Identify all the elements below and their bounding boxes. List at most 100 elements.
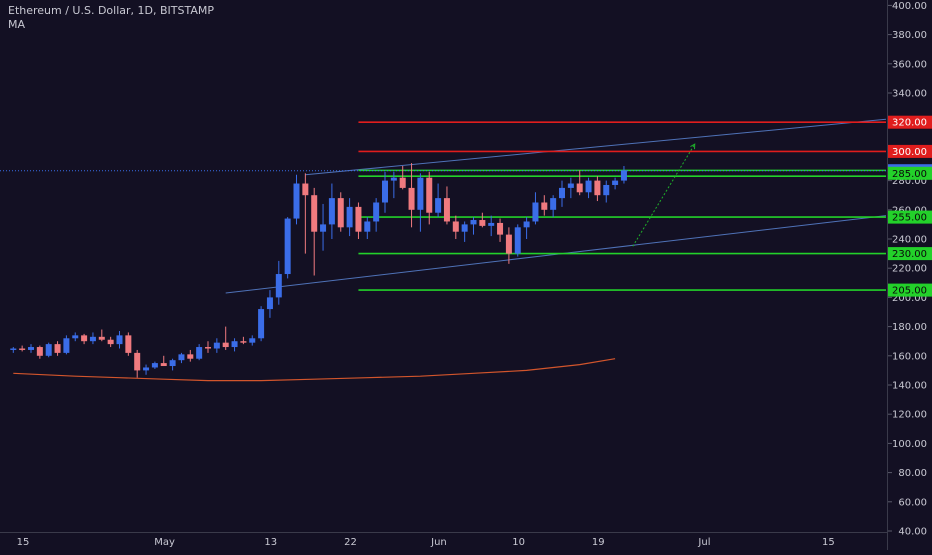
candle-body <box>514 227 521 254</box>
candle <box>125 332 132 356</box>
resistance-price-label: 320.00 <box>888 115 932 129</box>
candle <box>620 166 627 184</box>
candle-body <box>258 309 265 339</box>
support-price-label: 230.00 <box>888 247 932 261</box>
price-label-box <box>888 283 932 297</box>
candle <box>373 198 380 232</box>
projection-arrowhead <box>690 143 696 150</box>
candle <box>505 227 512 264</box>
candle <box>89 332 96 345</box>
candle <box>399 166 406 190</box>
candle <box>98 329 105 342</box>
candle-body <box>479 220 486 226</box>
resistance-price-label: 300.00 <box>888 144 932 158</box>
candle <box>567 177 574 199</box>
time-tick-label: May <box>154 537 175 548</box>
candle <box>63 335 70 355</box>
price-label-box <box>888 144 932 158</box>
candle-body <box>399 177 406 188</box>
candle <box>266 290 273 318</box>
candles-layer <box>10 163 627 378</box>
candle-body <box>72 335 79 339</box>
candle <box>284 217 291 279</box>
candle-body <box>541 202 548 210</box>
candle-body <box>320 224 327 232</box>
symbol-title: Ethereum / U.S. Dollar, 1D, BITSTAMP <box>8 4 214 17</box>
candle <box>585 177 592 199</box>
price-label-text: 205.00 <box>892 286 927 297</box>
candle-body <box>603 184 610 196</box>
candle-body <box>408 187 415 210</box>
candle <box>249 335 256 346</box>
candle-body <box>36 347 43 356</box>
candle <box>205 341 211 353</box>
candle <box>408 163 415 228</box>
candle <box>382 171 388 213</box>
candle-body <box>620 170 627 181</box>
price-tick-label: 140.00 <box>892 381 927 392</box>
candle-body <box>160 363 167 367</box>
candle <box>72 332 79 342</box>
indicator-label: MA <box>8 18 26 31</box>
candle <box>143 364 150 375</box>
candle <box>222 326 229 350</box>
candle <box>36 345 43 359</box>
candle-body <box>302 183 309 196</box>
candle <box>532 192 539 225</box>
candle-body <box>461 224 468 232</box>
candle <box>346 198 353 237</box>
candle-body <box>143 367 150 371</box>
candle <box>81 333 88 345</box>
candle-body <box>505 234 512 254</box>
candle-body <box>275 274 282 298</box>
price-tick-label: 340.00 <box>892 89 927 100</box>
candle-body <box>19 348 26 350</box>
candle <box>523 217 530 239</box>
time-tick-label: Jul <box>697 537 710 548</box>
candle <box>612 177 619 190</box>
candle-body <box>151 363 158 368</box>
candle <box>107 336 114 348</box>
candle <box>10 347 17 353</box>
time-tick-label: Jun <box>430 537 447 548</box>
time-axis[interactable]: 15 May 13 22 Jun 10 19 Jul 15 <box>17 537 835 548</box>
candle <box>497 218 504 242</box>
candle <box>187 349 194 362</box>
time-tick-label: 22 <box>344 537 357 548</box>
candle <box>275 260 282 305</box>
candle-body <box>116 335 123 345</box>
candle-body <box>532 202 539 222</box>
candle-body <box>594 180 601 196</box>
candle-body <box>443 198 450 222</box>
candle <box>54 341 61 356</box>
candle-body <box>346 206 353 228</box>
time-tick-label: 19 <box>592 537 605 548</box>
price-label-box <box>888 115 932 129</box>
projection-layer <box>632 143 696 247</box>
candle-body <box>107 339 114 345</box>
candle-body <box>98 336 105 340</box>
price-label-box <box>888 247 932 261</box>
candle-body <box>470 220 477 225</box>
moving-average-layer <box>13 358 616 382</box>
candle-body <box>293 183 300 219</box>
candle-body <box>240 341 247 343</box>
candle-body <box>54 344 61 353</box>
candle <box>550 195 557 218</box>
candle <box>470 217 477 235</box>
candle-body <box>390 177 397 181</box>
candle <box>390 171 397 199</box>
time-tick-label: 15 <box>822 537 835 548</box>
candle-body <box>488 222 495 226</box>
candle-body <box>284 218 291 275</box>
candle <box>320 203 327 251</box>
candle <box>559 180 565 207</box>
candle <box>452 215 459 239</box>
candle <box>231 338 238 352</box>
candle-body <box>576 183 583 193</box>
candle <box>293 174 300 225</box>
candle <box>337 192 344 232</box>
candle-body <box>426 177 433 213</box>
